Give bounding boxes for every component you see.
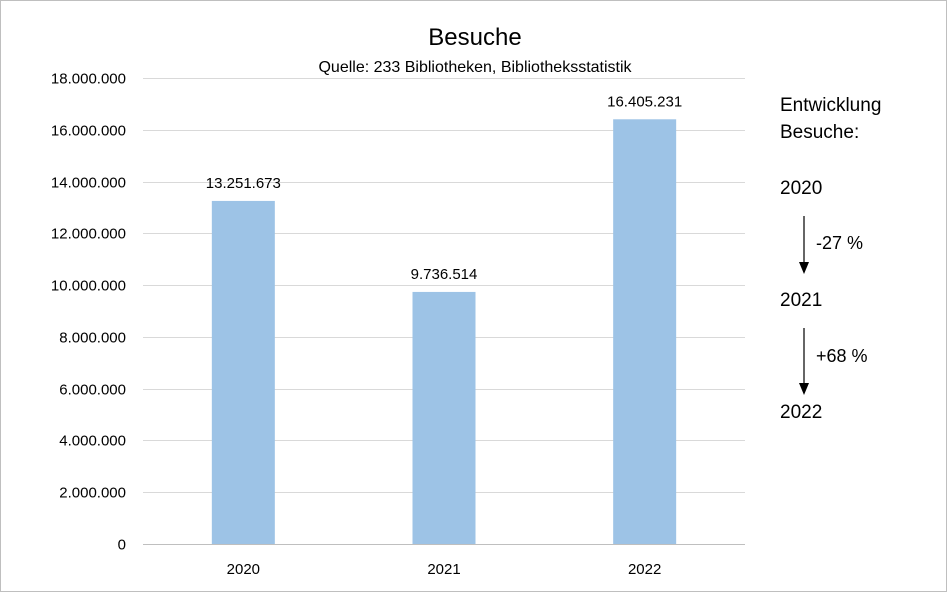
arrow-head-icon (799, 262, 809, 274)
y-tick-label: 2.000.000 (59, 485, 126, 502)
bar-2021 (412, 291, 476, 544)
data-label-2022: 16.405.231 (607, 93, 682, 110)
bar-2020 (211, 200, 275, 545)
data-labels: 13.251.673 9.736.514 16.405.231 (206, 93, 682, 283)
annotation-year-2022: 2022 (780, 402, 822, 423)
chart-subtitle: Quelle: 233 Bibliotheken, Bibliothekssta… (318, 59, 632, 76)
development-annotation: Entwicklung Besuche: 2020 -27 % 2021 +68… (780, 95, 881, 423)
annotation-heading-line1: Entwicklung (780, 95, 881, 116)
bars (211, 119, 677, 545)
y-tick-label: 10.000.000 (51, 278, 126, 295)
y-axis-ticks: 0 2.000.000 4.000.000 6.000.000 8.000.000 10.… (51, 71, 126, 554)
y-tick-label: 0 (118, 537, 126, 554)
annotation-heading-line2: Besuche: (780, 122, 859, 143)
y-tick-label: 18.000.000 (51, 71, 126, 88)
x-tick-label: 2020 (227, 561, 260, 578)
annotation-change-2: +68 % (816, 346, 868, 366)
data-label-2020: 13.251.673 (206, 175, 281, 192)
bar-2022 (613, 119, 677, 544)
y-tick-label: 6.000.000 (59, 382, 126, 399)
y-tick-label: 12.000.000 (51, 226, 126, 243)
y-tick-label: 16.000.000 (51, 123, 126, 140)
arrow-head-icon (799, 383, 809, 395)
data-label-2021: 9.736.514 (411, 266, 478, 283)
x-tick-label: 2022 (628, 561, 661, 578)
y-tick-label: 14.000.000 (51, 175, 126, 192)
x-axis-ticks: 2020 2021 2022 (227, 561, 662, 578)
y-tick-label: 8.000.000 (59, 330, 126, 347)
annotation-change-1: -27 % (816, 233, 863, 253)
annotation-year-2020: 2020 (780, 178, 822, 199)
annotation-year-2021: 2021 (780, 290, 822, 311)
chart-title: Besuche (428, 24, 521, 51)
y-tick-label: 4.000.000 (59, 433, 126, 450)
x-tick-label: 2021 (427, 561, 460, 578)
